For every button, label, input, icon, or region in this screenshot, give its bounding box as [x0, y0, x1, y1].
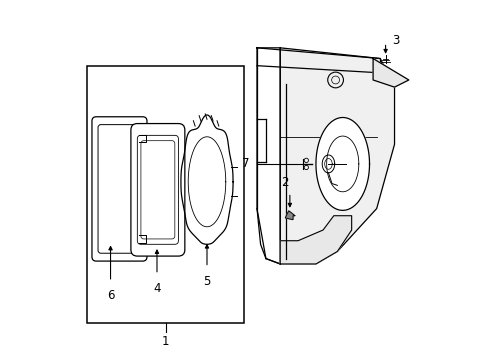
FancyBboxPatch shape: [131, 123, 184, 256]
Polygon shape: [257, 48, 280, 264]
Polygon shape: [372, 59, 408, 87]
Text: 5: 5: [203, 275, 210, 288]
Polygon shape: [285, 211, 294, 220]
Text: 7: 7: [242, 157, 249, 170]
Text: 2: 2: [280, 176, 287, 189]
Text: 6: 6: [106, 289, 114, 302]
Bar: [87, 66, 244, 323]
Polygon shape: [315, 117, 369, 210]
Text: 4: 4: [153, 282, 161, 295]
Polygon shape: [280, 216, 351, 264]
Text: 3: 3: [391, 34, 399, 47]
Polygon shape: [280, 48, 394, 264]
Text: 1: 1: [162, 336, 169, 348]
